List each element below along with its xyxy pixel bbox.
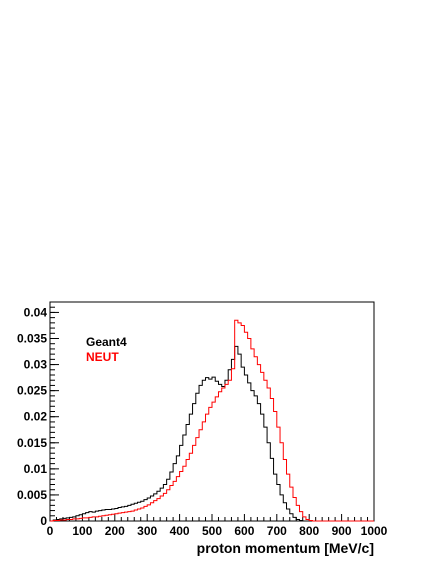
x-tick-label: 0	[47, 524, 54, 538]
legend-entry-geant4: Geant4	[86, 335, 127, 349]
y-tick-label: 0.02	[24, 410, 48, 424]
y-tick-label: 0	[40, 514, 47, 528]
x-tick-label: 700	[267, 524, 287, 538]
x-tick-label: 300	[137, 524, 157, 538]
x-tick-label: 200	[105, 524, 125, 538]
x-tick-label: 500	[202, 524, 222, 538]
x-axis: 0 100 200 300 400 500 600 700 800 900 1000	[47, 514, 388, 538]
legend-entry-neut: NEUT	[86, 350, 119, 364]
y-tick-label: 0.025	[17, 384, 47, 398]
x-tick-label: 1000	[361, 524, 388, 538]
y-tick-label: 0.015	[17, 436, 47, 450]
histogram-line-geant4	[50, 345, 374, 522]
x-axis-title: proton momentum [MeV/c]	[197, 540, 374, 556]
x-tick-label: 400	[170, 524, 190, 538]
y-tick-label: 0.04	[24, 305, 48, 319]
y-axis: 0 0.005 0.01 0.015 0.02 0.025 0.03 0.035 0.04	[17, 305, 59, 528]
histogram-line-neut	[50, 319, 374, 522]
x-tick-label: 100	[72, 524, 92, 538]
y-tick-label: 0.01	[24, 462, 48, 476]
x-tick-label: 600	[234, 524, 254, 538]
y-tick-label: 0.03	[24, 358, 48, 372]
series-layer	[50, 319, 374, 522]
y-tick-label: 0.005	[17, 488, 47, 502]
y-tick-label: 0.035	[17, 332, 47, 346]
x-tick-label: 900	[332, 524, 352, 538]
x-tick-label: 800	[299, 524, 319, 538]
